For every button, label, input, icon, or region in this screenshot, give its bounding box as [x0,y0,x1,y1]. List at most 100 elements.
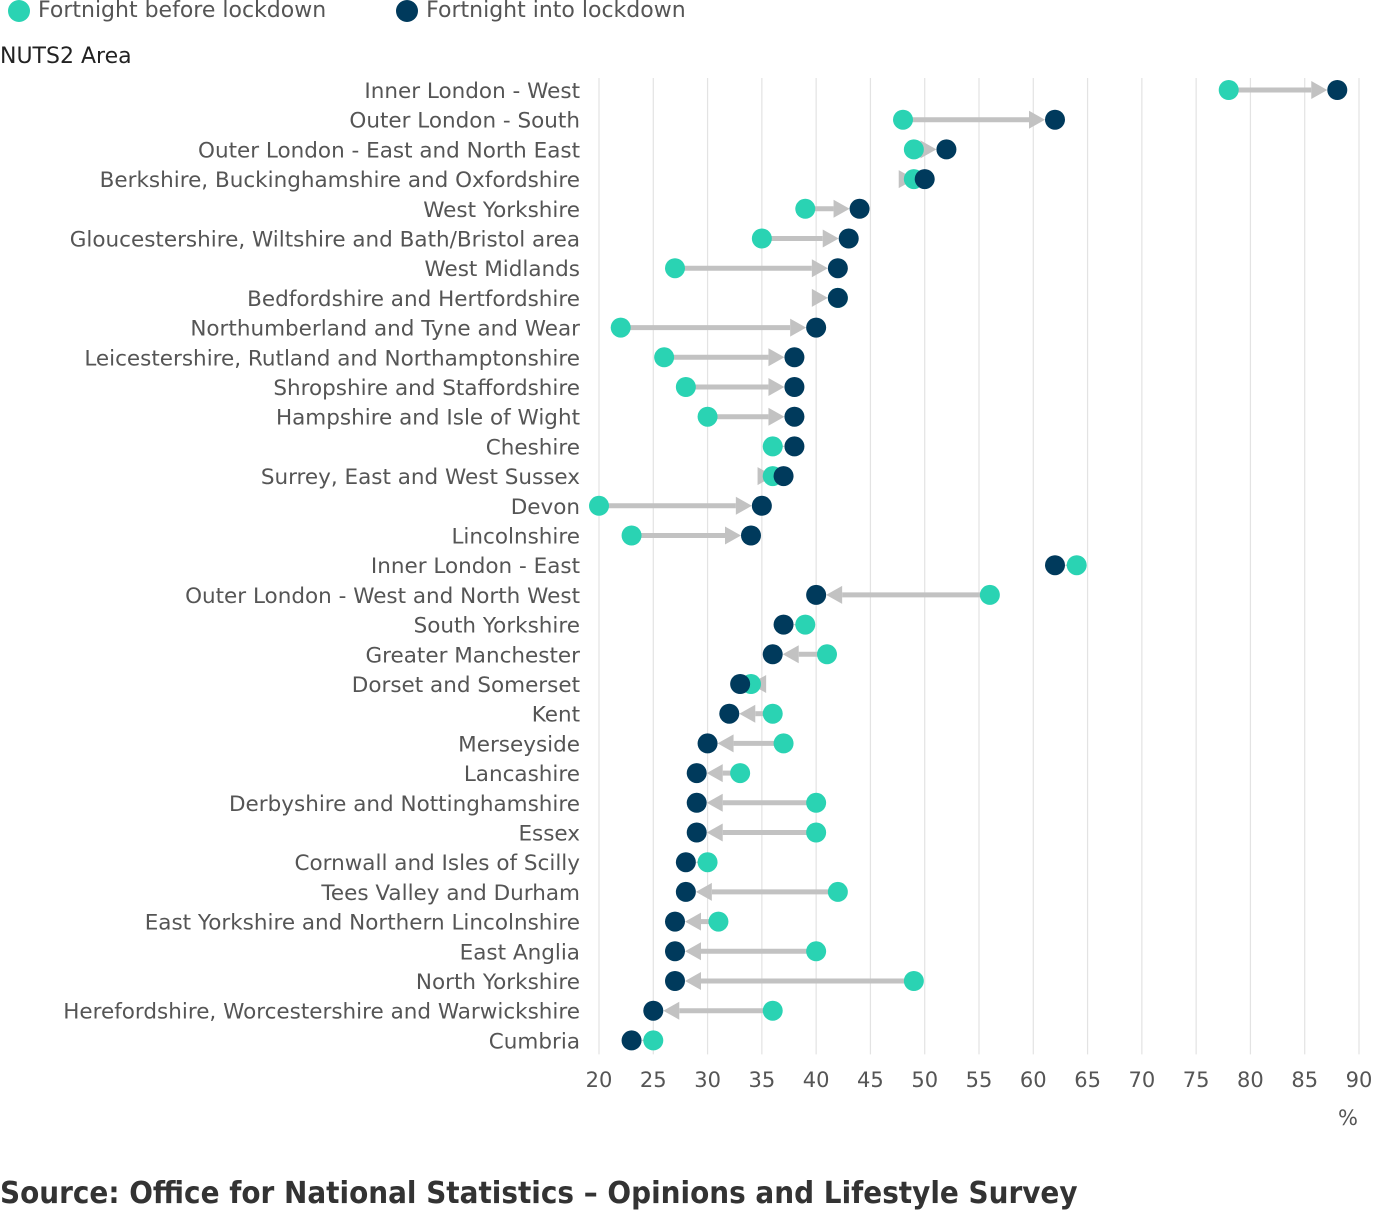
legend-item-before: Fortnight before lockdown [8,0,326,23]
into-lockdown-point [773,614,794,635]
into-lockdown-point [806,317,827,338]
into-lockdown-point [665,971,685,991]
dumbbell-chart: Inner London - West Outer London - South O… [63,78,1373,1092]
into-lockdown-point [838,228,859,249]
before-lockdown-point [708,911,729,932]
x-tick-label: 50 [911,1068,938,1092]
change-arrow-head [706,823,723,842]
before-lockdown-point [1066,555,1087,576]
before-lockdown-point [654,347,675,368]
category-label: East Anglia [460,940,580,965]
into-lockdown-point [827,258,848,279]
category-label: Surrey, East and West Sussex [261,465,580,490]
into-lockdown-point [741,525,761,546]
before-lockdown-point [806,792,827,813]
grid-lines [598,78,1360,1055]
change-arrow-head [1311,81,1328,99]
change-arrow-head [695,882,712,901]
before-lockdown-point [773,733,794,754]
into-lockdown-point [773,466,794,487]
x-tick-label: 60 [1020,1068,1047,1092]
change-arrow-head [920,140,937,159]
before-lockdown-point [795,198,816,219]
category-label: Inner London - West [364,79,580,104]
x-tick-label: 40 [803,1068,830,1092]
x-tick-label: 45 [857,1068,884,1092]
x-tick-label: 35 [748,1068,775,1092]
category-label: North Yorkshire [416,970,580,995]
into-lockdown-point [784,347,805,368]
before-lockdown-point [827,881,848,902]
before-lockdown-point [806,822,827,843]
category-label: Devon [511,495,580,520]
into-lockdown-point [751,495,772,516]
into-lockdown-point [1045,555,1065,576]
category-label: Shropshire and Staffordshire [273,376,580,401]
change-arrow-head [768,348,785,367]
category-label: Dorset and Somerset [352,673,580,698]
category-label: Cheshire [486,435,580,460]
x-axis-ticks: 20 25 30 35 40 45 50 55 60 65 70 75 80 85 90 [586,1068,1373,1092]
category-label: Derbyshire and Nottinghamshire [229,792,580,817]
x-tick-label: 30 [694,1068,721,1092]
before-lockdown-point [903,971,924,991]
x-tick-label: 20 [586,1068,613,1092]
x-tick-label: 70 [1128,1068,1155,1092]
category-labels: Inner London - West Outer London - South O… [63,79,580,1054]
x-tick-label: 75 [1183,1068,1210,1092]
category-label: East Yorkshire and Northern Lincolnshire [145,911,580,936]
x-axis-unit: % [1338,1106,1358,1130]
change-arrow-head [826,585,843,604]
into-lockdown-point [643,1000,664,1021]
change-arrow-head [822,229,839,248]
before-lockdown-point [762,436,783,457]
into-lockdown-point [675,881,696,902]
change-arrow-head [739,704,756,723]
category-label: Cumbria [489,1029,580,1054]
before-lockdown-point [806,941,827,962]
into-lockdown-point [686,822,707,843]
data-points [589,80,1348,1051]
legend-label-before: Fortnight before lockdown [38,0,327,23]
category-label: Leicestershire, Rutland and Northamptons… [84,346,580,371]
category-label: Herefordshire, Worcestershire and Warwic… [63,1000,580,1025]
x-tick-label: 65 [1074,1068,1101,1092]
before-lockdown-point [697,406,718,427]
before-lockdown-point [621,525,642,546]
change-arrow-head [790,318,807,337]
x-tick-label: 55 [966,1068,993,1092]
before-lockdown-point [903,139,924,160]
before-lockdown-point [817,644,837,665]
before-lockdown-point [675,377,696,397]
before-lockdown-point [795,614,816,635]
category-label: Lancashire [464,762,580,787]
x-tick-label: 90 [1346,1068,1373,1092]
category-label: Outer London - East and North East [198,138,580,163]
into-lockdown-point [686,763,707,784]
source-note: Source: Office for National Statistics –… [0,1176,1078,1211]
x-tick-label: 80 [1237,1068,1264,1092]
change-arrows [603,81,1328,1050]
category-label: Northumberland and Tyne and Wear [190,317,580,342]
category-label: Greater Manchester [366,643,581,668]
before-lockdown-point [1218,80,1239,100]
x-tick-label: 25 [640,1068,667,1092]
category-label: Inner London - East [371,554,580,579]
category-label: West Yorkshire [423,198,580,223]
category-label: West Midlands [425,257,581,282]
category-label: Essex [518,822,580,847]
change-arrow-head [1029,110,1045,129]
into-lockdown-point [675,852,696,873]
into-lockdown-point [665,941,685,962]
before-lockdown-point [643,1030,664,1051]
before-lockdown-point [665,258,685,279]
category-label: Kent [532,703,580,728]
into-lockdown-point [730,674,751,694]
legend-swatch-into [396,0,419,22]
category-label: Outer London - South [349,109,580,134]
category-label: Merseyside [458,732,580,757]
legend-item-into: Fortnight into lockdown [396,0,686,23]
into-lockdown-point [686,792,707,813]
category-label: Gloucestershire, Wiltshire and Bath/Bris… [70,228,580,253]
before-lockdown-point [979,584,1000,605]
